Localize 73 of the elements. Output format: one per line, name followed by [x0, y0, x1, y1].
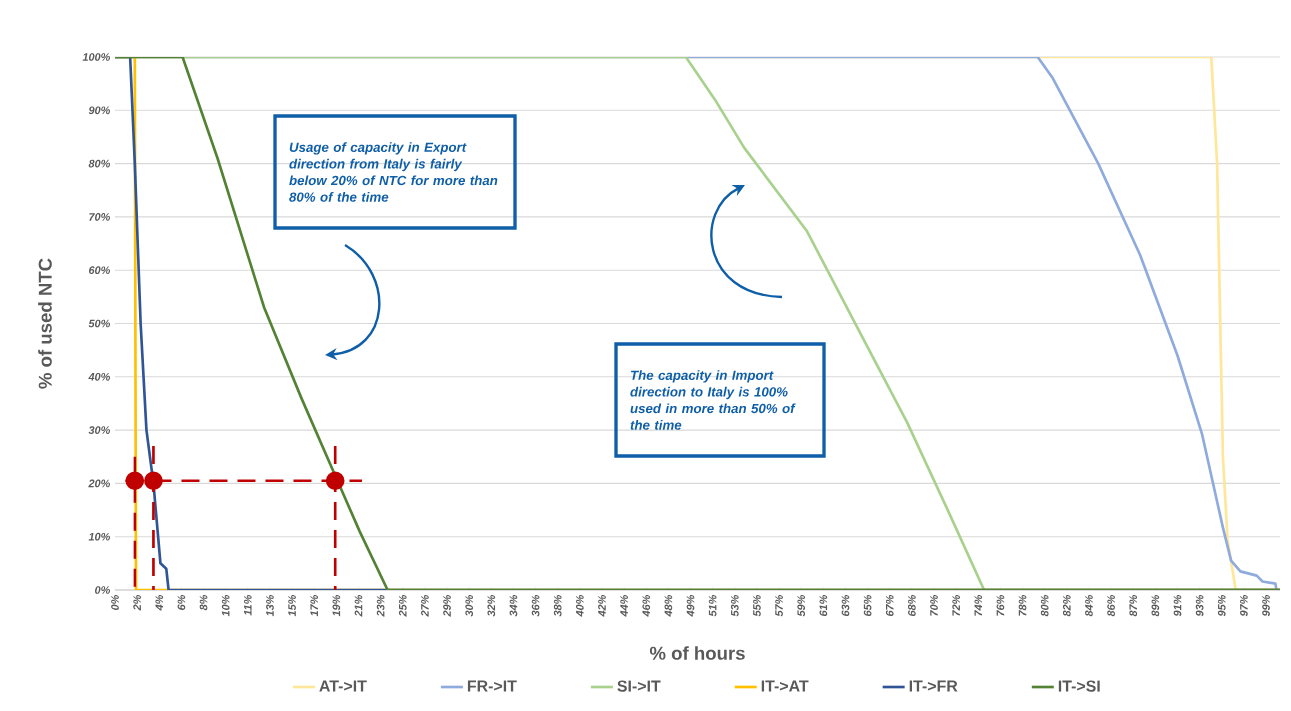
x-tick-label: 53%: [730, 595, 739, 617]
x-tick-label: 44%: [620, 595, 628, 617]
x-tick-label: 91%: [1173, 595, 1182, 617]
x-tick-label: 65%: [863, 595, 872, 616]
y-tick-label: 90%: [88, 106, 110, 115]
x-tick-label: 61%: [819, 595, 828, 616]
legend-label: SI->IT: [617, 680, 661, 692]
x-tick-label: 82%: [1062, 595, 1071, 617]
x-tick-label: 97%: [1240, 595, 1248, 617]
x-tick-label: 57%: [775, 595, 783, 617]
x-tick-label: 40%: [575, 595, 584, 617]
x-tick-label: 19%: [332, 595, 341, 617]
x-tick-label: 25%: [398, 595, 407, 617]
legend-label: IT->FR: [909, 680, 958, 692]
y-tick-label: 100%: [82, 53, 110, 61]
x-tick-label: 95%: [1217, 595, 1226, 617]
x-tick-label: 15%: [288, 595, 296, 617]
x-tick-label: 30%: [465, 595, 474, 617]
x-tick-label: 11%: [243, 595, 252, 616]
x-tick-label: 34%: [509, 595, 518, 617]
x-axis-title: % of hours: [649, 646, 745, 660]
x-tick-label: 10%: [221, 595, 230, 617]
x-tick-label: 63%: [841, 595, 850, 616]
x-tick-label: 55%: [753, 595, 761, 617]
x-tick-label: 80%: [1040, 595, 1049, 617]
x-tick-label: 59%: [797, 595, 806, 617]
y-tick-label: 20%: [88, 479, 110, 488]
x-tick-label: 8%: [199, 595, 208, 611]
x-tick-label: 93%: [1195, 595, 1204, 617]
annotation: Usage of capacity in Export direction from Italy is fairly below 20% of NTC for more than 80% of the time: [289, 142, 498, 202]
x-tick-label: 13%: [266, 595, 274, 617]
x-tick-label: 86%: [1107, 595, 1115, 617]
annotation: The capacity in Import direction to Italy is 100% used in more than 50% of the time: [630, 370, 796, 430]
y-tick-label: 60%: [89, 266, 110, 275]
x-tick-label: 32%: [487, 595, 496, 617]
y-tick-label: 50%: [88, 319, 110, 328]
x-tick-label: 76%: [996, 595, 1005, 616]
legend-label: FR->IT: [467, 680, 517, 692]
x-tick-label: 6%: [177, 595, 186, 610]
x-tick-label: 48%: [664, 595, 673, 617]
x-tick-label: 74%: [974, 595, 983, 616]
x-tick-label: 46%: [642, 595, 651, 617]
x-tick-label: 21%: [354, 595, 363, 617]
x-tick-label: 36%: [531, 595, 540, 617]
legend-label: IT->AT: [761, 680, 809, 692]
x-tick-label: 84%: [1085, 595, 1093, 617]
x-tick-label: 17%: [310, 595, 319, 617]
x-tick-label: 49%: [686, 595, 695, 617]
x-tick-label: 89%: [1151, 595, 1160, 617]
x-tick-label: 2%: [133, 595, 141, 611]
x-tick-label: 51%: [708, 595, 717, 617]
y-tick-label: 0%: [95, 586, 110, 594]
x-tick-label: 72%: [952, 595, 960, 616]
y-tick-label: 10%: [88, 532, 110, 541]
legend-label: AT->IT: [319, 680, 367, 692]
x-tick-label: 67%: [885, 595, 894, 616]
y-tick-label: 40%: [88, 372, 110, 381]
y-tick-label: 30%: [88, 426, 110, 434]
x-tick-label: 4%: [155, 595, 164, 611]
x-tick-label: 87%: [1129, 595, 1138, 617]
x-tick-label: 27%: [421, 595, 429, 617]
x-tick-label: 99%: [1262, 595, 1270, 617]
x-tick-label: 42%: [598, 595, 606, 617]
x-tick-label: 78%: [1018, 595, 1027, 616]
y-tick-label: 80%: [88, 159, 110, 168]
x-tick-label: 38%: [553, 595, 562, 617]
y-axis-title: % of used NTC: [38, 258, 52, 389]
x-tick-label: 70%: [930, 595, 938, 616]
x-tick-label: 68%: [908, 595, 916, 616]
legend-label: IT->SI: [1058, 680, 1100, 692]
x-tick-label: 29%: [443, 595, 451, 617]
y-tick-label: 70%: [89, 213, 110, 221]
x-tick-label: 23%: [376, 595, 385, 617]
